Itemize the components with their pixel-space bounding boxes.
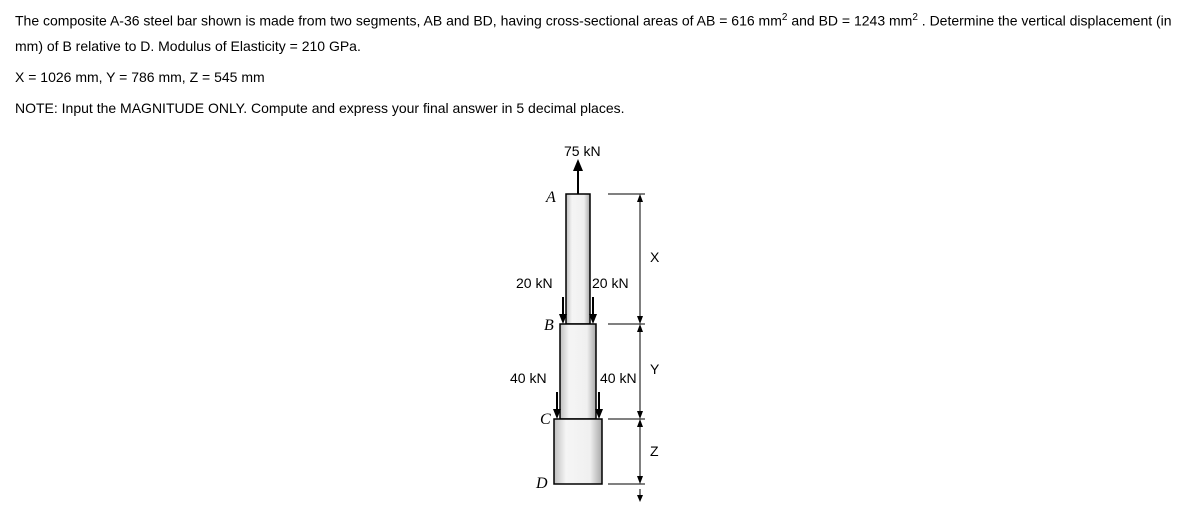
point-a-label: A	[546, 189, 556, 207]
bar-svg	[480, 149, 720, 509]
figure-container: 75 kN A 20 kN 20 kN B 40 kN 40 kN C D X …	[15, 149, 1185, 509]
point-d-label: D	[536, 475, 548, 493]
t1b: and BD = 1243 mm	[787, 13, 912, 29]
load-40-left: 40 kN	[510, 370, 547, 386]
t1a: The composite A-36 steel bar shown is ma…	[15, 13, 782, 29]
dim-y-label: Y	[650, 361, 659, 377]
problem-line1: The composite A-36 steel bar shown is ma…	[15, 10, 1185, 32]
point-b-label: B	[544, 317, 554, 335]
load-20-right: 20 kN	[592, 275, 629, 291]
bar-figure: 75 kN A 20 kN 20 kN B 40 kN 40 kN C D X …	[480, 149, 720, 509]
t1c: . Determine the vertical displacement (i…	[918, 13, 1172, 29]
problem-line3: X = 1026 mm, Y = 786 mm, Z = 545 mm	[15, 67, 1185, 88]
problem-line2: mm) of B relative to D. Modulus of Elast…	[15, 36, 1185, 57]
top-load-label: 75 kN	[564, 143, 601, 159]
load-20-left: 20 kN	[516, 275, 553, 291]
load-40-right: 40 kN	[600, 370, 637, 386]
dim-x-label: X	[650, 249, 659, 265]
point-c-label: C	[540, 411, 551, 429]
dim-z-label: Z	[650, 443, 659, 459]
problem-line4: NOTE: Input the MAGNITUDE ONLY. Compute …	[15, 98, 1185, 119]
